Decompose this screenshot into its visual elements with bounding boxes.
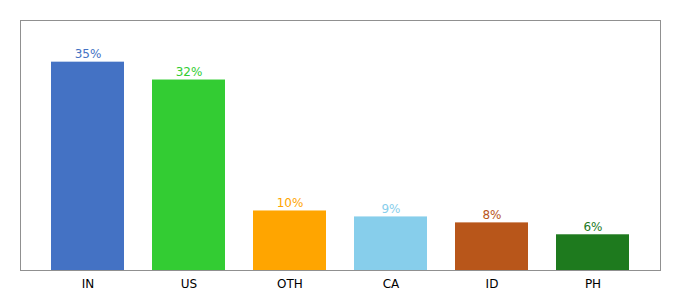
svg-text:35%: 35% [75,47,102,61]
svg-text:OTH: OTH [277,277,303,291]
svg-text:PH: PH [585,277,601,291]
svg-text:10%: 10% [277,196,304,210]
svg-text:IN: IN [82,277,95,291]
svg-text:6%: 6% [583,220,602,234]
svg-text:9%: 9% [381,202,400,216]
svg-text:32%: 32% [176,65,203,79]
svg-text:ID: ID [486,277,499,291]
svg-text:CA: CA [383,277,400,291]
svg-text:US: US [181,277,197,291]
svg-text:8%: 8% [482,208,501,222]
